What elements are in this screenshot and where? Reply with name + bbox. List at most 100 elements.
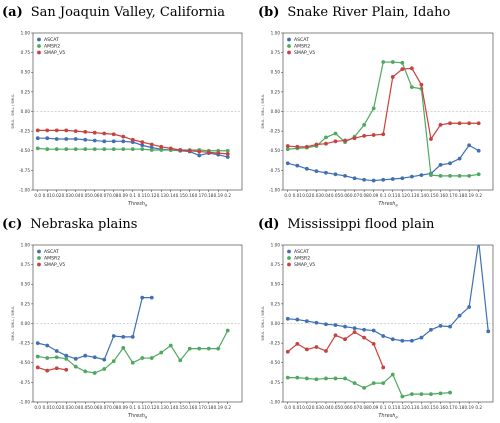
x-tick-label: 0.05 <box>81 193 91 198</box>
chart-panel-3: (c) Nebraska plains 1.00 0.75 0.50 0.25 0.00 -0… <box>2 217 243 420</box>
data-point <box>35 365 40 370</box>
data-point <box>83 369 88 374</box>
x-tick-label: 0.1 <box>380 405 387 410</box>
x-tick-label: 0.03 <box>62 405 72 410</box>
data-point <box>429 137 433 141</box>
data-point <box>324 135 328 140</box>
legend-label: ASCAT <box>294 37 309 43</box>
y-tick-label: 0.25 <box>21 301 31 306</box>
data-point <box>168 343 173 348</box>
x-tick-label: 0.15 <box>426 405 436 410</box>
data-point <box>216 346 221 351</box>
data-point <box>45 343 50 348</box>
data-point <box>362 335 367 340</box>
y-tick-label: 1.00 <box>271 30 281 35</box>
x-axis-label-main: Thresh <box>128 413 145 419</box>
data-point <box>448 390 452 395</box>
legend-marker <box>287 249 291 254</box>
data-point <box>64 137 69 141</box>
y-tick-label: 0.75 <box>21 50 31 55</box>
data-point <box>419 335 424 340</box>
data-point <box>130 137 135 142</box>
x-tick-label: 0.0 <box>284 193 291 198</box>
data-point <box>381 381 386 386</box>
data-point <box>314 377 319 382</box>
data-point <box>92 130 97 135</box>
data-point <box>45 128 50 133</box>
legend-label: ASCAT <box>294 249 309 255</box>
data-point <box>121 139 126 144</box>
data-point <box>159 144 164 149</box>
x-tick-label: 0.13 <box>407 193 417 198</box>
x-tick-label: 0.17 <box>195 405 205 410</box>
data-point <box>352 136 357 141</box>
data-point <box>448 161 452 166</box>
x-tick-label: 0.08 <box>359 405 369 410</box>
data-point <box>149 142 154 147</box>
legend-marker <box>37 44 41 48</box>
data-point <box>438 122 443 127</box>
x-tick-label: 0.03 <box>312 405 322 410</box>
data-point <box>381 60 386 64</box>
data-point <box>476 121 481 126</box>
data-point <box>140 140 145 145</box>
x-tick-label: 0.12 <box>398 405 408 410</box>
data-point <box>92 355 97 360</box>
series-ascat <box>285 245 491 343</box>
data-point <box>419 82 424 87</box>
y-tick-label: 0.00 <box>271 109 281 114</box>
data-point <box>140 295 145 300</box>
x-tick-label: 0.18 <box>204 193 214 198</box>
y-tick-label: 0.50 <box>21 70 31 75</box>
legend-marker <box>287 262 291 267</box>
y-tick-label: 1.00 <box>271 242 281 247</box>
data-point <box>45 356 50 360</box>
data-point <box>54 366 59 371</box>
data-point <box>381 365 386 370</box>
data-point <box>314 142 319 147</box>
x-tick-label: 0.04 <box>71 405 81 410</box>
data-point <box>448 173 452 178</box>
data-point <box>285 349 290 354</box>
legend-label: AMSR2 <box>44 44 60 50</box>
data-point <box>390 75 395 79</box>
x-tick-label: 0.13 <box>157 193 167 198</box>
data-point <box>467 143 472 148</box>
x-tick-label: 0.08 <box>109 193 119 198</box>
data-point <box>73 356 78 361</box>
data-point <box>35 136 40 141</box>
data-point <box>102 131 107 136</box>
data-point <box>381 334 386 338</box>
data-point <box>362 122 367 127</box>
x-tick-label: 0.01 <box>43 193 53 198</box>
data-point <box>448 121 452 126</box>
data-point <box>130 334 135 339</box>
x-tick-label: 0.09 <box>369 405 379 410</box>
data-point <box>400 60 405 65</box>
x-tick-label: 0.09 <box>119 193 129 198</box>
series-amsr2 <box>285 372 452 399</box>
data-point <box>362 385 367 390</box>
data-point <box>457 313 462 318</box>
data-point <box>92 371 97 375</box>
data-point <box>45 136 50 141</box>
series-line <box>287 61 479 177</box>
data-point <box>54 137 59 141</box>
x-tick-label: 0.14 <box>417 193 427 198</box>
x-tick-label: 0.04 <box>321 193 331 198</box>
y-tick-label: 0.50 <box>271 70 281 75</box>
legend-label: SMAP_V5 <box>294 50 315 56</box>
data-point <box>324 170 328 175</box>
data-point <box>73 147 78 152</box>
x-tick-label: 0.11 <box>388 405 398 410</box>
data-point <box>83 353 88 358</box>
data-point <box>206 150 211 155</box>
data-point <box>381 132 386 137</box>
data-point <box>121 345 126 350</box>
x-tick-label: 0.01 <box>293 405 303 410</box>
x-tick-label: 0.15 <box>426 193 436 198</box>
data-point <box>54 147 59 152</box>
x-tick-label: 0.16 <box>436 405 446 410</box>
data-point <box>197 346 202 351</box>
data-point <box>64 147 69 152</box>
